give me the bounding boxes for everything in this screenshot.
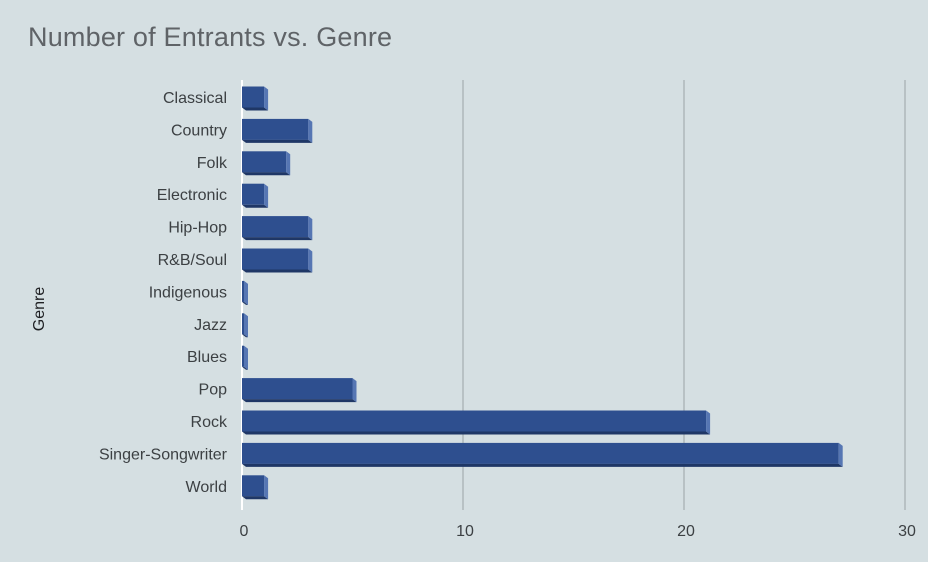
bar-bottom bbox=[242, 172, 291, 176]
chart-title: Number of Entrants vs. Genre bbox=[28, 22, 393, 52]
x-tick-labels: 0 10 20 30 bbox=[240, 523, 916, 540]
bar-face bbox=[242, 313, 244, 335]
bar-side bbox=[264, 475, 269, 500]
category-label: Pop bbox=[199, 382, 228, 399]
bar-bottom bbox=[242, 334, 248, 338]
bar bbox=[242, 86, 269, 111]
bar-bottom bbox=[242, 204, 269, 208]
category-label: Country bbox=[171, 122, 227, 139]
bar-side bbox=[244, 313, 248, 338]
bar bbox=[242, 345, 248, 370]
category-label: Folk bbox=[197, 155, 228, 172]
bar-face bbox=[242, 248, 309, 270]
category-label: Classical bbox=[163, 90, 227, 107]
category-labels: Classical Country Folk Electronic Hip-Hop R&B… bbox=[99, 90, 228, 496]
bar-face bbox=[242, 183, 265, 205]
bar-bottom bbox=[242, 301, 248, 305]
bar bbox=[242, 183, 269, 208]
bar bbox=[242, 248, 313, 273]
bar-face bbox=[242, 280, 244, 302]
category-label: Singer-Songwriter bbox=[99, 446, 228, 463]
bar-side bbox=[352, 378, 357, 403]
bar bbox=[242, 475, 269, 500]
bar-bottom bbox=[242, 366, 248, 370]
category-label: Jazz bbox=[194, 317, 227, 334]
bar-bottom bbox=[242, 107, 269, 111]
bar-face bbox=[242, 475, 265, 497]
bar bbox=[242, 280, 248, 305]
bar bbox=[242, 378, 357, 403]
bar-face bbox=[242, 410, 707, 432]
bar-face bbox=[242, 118, 309, 140]
x-tick-label: 10 bbox=[456, 523, 474, 540]
bar-side bbox=[264, 183, 269, 208]
category-label: Rock bbox=[191, 414, 228, 431]
bar bbox=[242, 313, 248, 338]
bar-side bbox=[244, 345, 248, 370]
bar-side bbox=[838, 442, 843, 467]
bar bbox=[242, 216, 313, 241]
bar-bottom bbox=[242, 496, 269, 500]
category-label: Electronic bbox=[157, 187, 227, 204]
bar-bottom bbox=[242, 431, 711, 435]
bar-face bbox=[242, 216, 309, 238]
bar-bottom bbox=[242, 139, 313, 143]
bar-side bbox=[308, 118, 313, 143]
bar-side bbox=[308, 216, 313, 241]
bar bbox=[242, 410, 711, 435]
bar-bottom bbox=[242, 463, 843, 467]
bars bbox=[242, 86, 843, 500]
bar bbox=[242, 118, 313, 143]
bar-side bbox=[286, 151, 291, 176]
bar-bottom bbox=[242, 269, 313, 273]
x-tick-label: 20 bbox=[677, 523, 695, 540]
category-label: Hip-Hop bbox=[168, 220, 227, 237]
bar-face bbox=[242, 345, 244, 367]
bar-side bbox=[308, 248, 313, 273]
category-label: Indigenous bbox=[149, 284, 227, 301]
bar-face bbox=[242, 442, 839, 464]
bar-bottom bbox=[242, 237, 313, 241]
category-label: World bbox=[186, 479, 228, 496]
bar-face bbox=[242, 378, 353, 400]
category-label: R&B/Soul bbox=[158, 252, 227, 269]
bar-side bbox=[706, 410, 711, 435]
category-label: Blues bbox=[187, 349, 227, 366]
x-tick-label: 0 bbox=[240, 523, 249, 540]
x-tick-label: 30 bbox=[898, 523, 916, 540]
bar-face bbox=[242, 151, 287, 173]
bar-bottom bbox=[242, 399, 357, 403]
bar-side bbox=[264, 86, 269, 111]
bar bbox=[242, 442, 843, 467]
bar bbox=[242, 151, 291, 176]
bar-side bbox=[244, 280, 248, 305]
bar-face bbox=[242, 86, 265, 108]
